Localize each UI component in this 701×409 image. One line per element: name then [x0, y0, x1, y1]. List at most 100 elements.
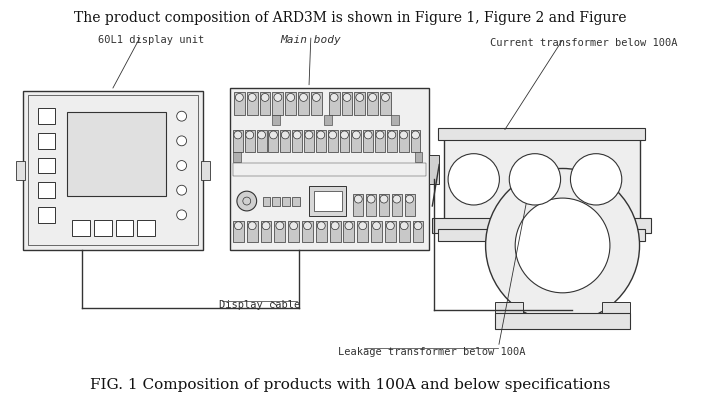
Bar — [387, 130, 397, 152]
Bar — [67, 112, 166, 196]
Circle shape — [515, 198, 610, 293]
Circle shape — [293, 131, 301, 139]
Circle shape — [177, 185, 186, 195]
Circle shape — [367, 195, 375, 203]
Circle shape — [276, 222, 284, 230]
Bar — [16, 161, 25, 180]
Circle shape — [234, 131, 242, 139]
Circle shape — [365, 131, 372, 139]
Bar — [351, 130, 361, 152]
Bar — [233, 152, 241, 162]
Bar — [379, 194, 389, 216]
Bar — [385, 221, 396, 243]
Circle shape — [345, 222, 353, 230]
Bar — [438, 229, 646, 240]
Bar — [292, 197, 300, 206]
Bar — [233, 130, 243, 152]
Circle shape — [246, 131, 254, 139]
Circle shape — [305, 131, 313, 139]
Bar — [280, 130, 290, 152]
Circle shape — [373, 222, 381, 230]
Circle shape — [411, 131, 419, 139]
Bar — [363, 130, 373, 152]
Bar — [444, 132, 639, 226]
Circle shape — [388, 131, 396, 139]
Bar — [233, 221, 244, 243]
Bar — [392, 194, 402, 216]
Circle shape — [414, 222, 422, 230]
Circle shape — [177, 136, 186, 146]
Circle shape — [406, 195, 414, 203]
Bar — [245, 130, 254, 152]
Circle shape — [330, 94, 338, 101]
Circle shape — [237, 191, 257, 211]
Bar — [273, 92, 283, 115]
Bar — [414, 152, 423, 162]
Bar — [429, 155, 440, 184]
Bar — [72, 220, 90, 236]
Circle shape — [234, 222, 243, 230]
Circle shape — [269, 131, 278, 139]
Bar — [273, 115, 280, 125]
Circle shape — [317, 131, 325, 139]
Bar — [496, 312, 629, 329]
Text: Main body: Main body — [280, 35, 341, 45]
Bar — [22, 90, 203, 250]
Circle shape — [343, 94, 351, 101]
Text: 60L1 display unit: 60L1 display unit — [98, 35, 204, 45]
Bar — [233, 162, 426, 176]
Text: The product composition of ARD3M is shown in Figure 1, Figure 2 and Figure: The product composition of ARD3M is show… — [74, 11, 627, 25]
Circle shape — [376, 131, 384, 139]
Bar — [288, 221, 299, 243]
Circle shape — [304, 222, 311, 230]
Circle shape — [177, 161, 186, 171]
Bar — [259, 92, 271, 115]
Circle shape — [400, 131, 407, 139]
Bar — [38, 207, 55, 223]
Circle shape — [359, 222, 367, 230]
Circle shape — [262, 222, 270, 230]
Circle shape — [177, 210, 186, 220]
Bar — [273, 197, 280, 206]
Bar — [391, 115, 399, 125]
Bar — [38, 182, 55, 198]
Bar — [353, 194, 363, 216]
Bar — [38, 157, 55, 173]
Circle shape — [353, 131, 360, 139]
Circle shape — [381, 94, 389, 101]
Text: FIG. 1 Composition of products with 100A and below specifications: FIG. 1 Composition of products with 100A… — [90, 378, 611, 391]
Text: Display cable: Display cable — [219, 300, 300, 310]
Bar — [380, 92, 391, 115]
Circle shape — [261, 94, 269, 101]
Circle shape — [400, 222, 408, 230]
Bar — [292, 130, 302, 152]
Bar — [399, 221, 409, 243]
Circle shape — [248, 94, 256, 101]
Circle shape — [331, 222, 339, 230]
Bar — [38, 133, 55, 149]
Circle shape — [318, 222, 325, 230]
Bar — [438, 128, 646, 140]
Bar — [329, 221, 341, 243]
Bar — [413, 221, 423, 243]
Bar — [230, 88, 429, 250]
Bar — [268, 130, 278, 152]
Bar — [404, 194, 414, 216]
Circle shape — [386, 222, 394, 230]
Bar — [283, 197, 290, 206]
Bar — [341, 92, 353, 115]
Bar — [324, 115, 332, 125]
Circle shape — [248, 222, 256, 230]
Bar — [274, 221, 285, 243]
Bar — [314, 191, 341, 211]
Bar — [354, 92, 365, 115]
Bar — [234, 92, 245, 115]
Text: Current transformer below 100A: Current transformer below 100A — [489, 38, 677, 48]
Bar — [261, 221, 271, 243]
Circle shape — [329, 131, 336, 139]
Bar — [602, 302, 629, 317]
Circle shape — [274, 94, 282, 101]
Circle shape — [356, 94, 364, 101]
Circle shape — [393, 195, 401, 203]
Bar — [257, 130, 266, 152]
